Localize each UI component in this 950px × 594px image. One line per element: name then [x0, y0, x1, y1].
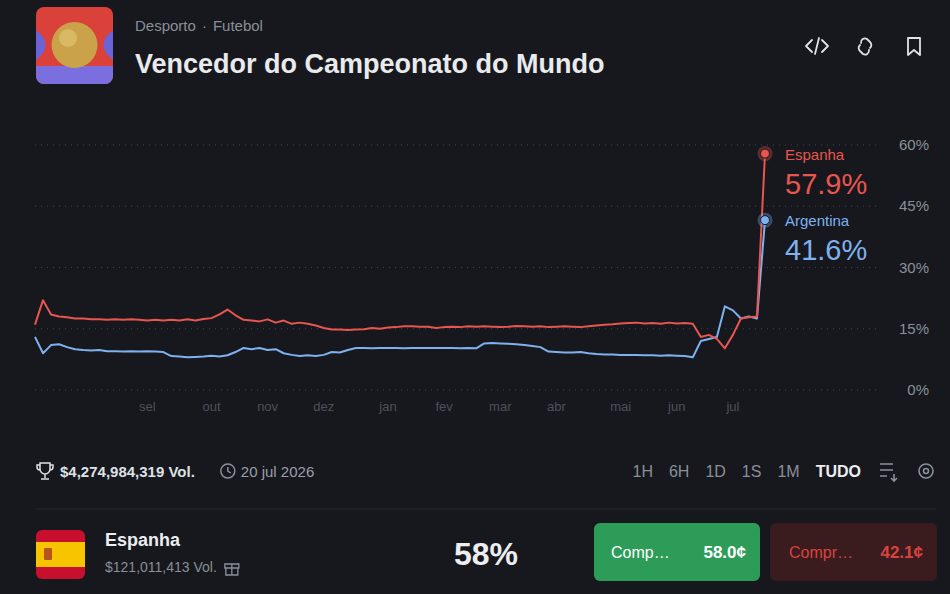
series-label: Espanha	[785, 146, 845, 163]
x-tick-label: jan	[378, 399, 396, 414]
y-tick-label: 30%	[899, 259, 929, 276]
settings-icon[interactable]	[919, 464, 933, 478]
sort-icon[interactable]	[880, 464, 897, 481]
market-icon	[36, 7, 113, 84]
outcome-name: Espanha	[105, 530, 181, 550]
y-tick-label: 15%	[899, 320, 929, 337]
end-dot-halo	[758, 146, 773, 161]
grid-line	[35, 206, 880, 207]
x-tick-label: mai	[610, 399, 631, 414]
chart: 0% 15% 30% 45% 60% sel out nov dez jan fev mar abr ma…	[35, 136, 929, 414]
divider	[36, 509, 936, 510]
end-labels: Espanha 57.9% Argentina 41.6%	[785, 146, 867, 267]
x-tick-label: jun	[667, 399, 685, 414]
buy-yes-button[interactable]	[594, 523, 760, 581]
buy-no-button[interactable]	[770, 523, 937, 581]
range-button[interactable]: 6H	[669, 463, 689, 480]
header-actions	[806, 38, 920, 55]
range-button[interactable]: 1S	[742, 463, 762, 480]
outcome-chance: 58%	[454, 536, 518, 572]
series-line	[35, 220, 765, 357]
outcome-volume: $121,011,413 Vol.	[105, 559, 217, 575]
clock-hands	[228, 467, 231, 473]
range-button[interactable]: 1H	[633, 463, 653, 480]
end-date: 20 jul 2026	[241, 463, 314, 480]
x-tick-label: mar	[489, 399, 512, 414]
flag-arms	[44, 548, 52, 560]
x-tick-label: nov	[257, 399, 278, 414]
chart-settings	[880, 464, 933, 481]
buy-yes-price: 58.0¢	[703, 543, 746, 562]
link-icon[interactable]	[859, 38, 872, 54]
embed-icon[interactable]	[806, 38, 828, 54]
icon-art	[36, 7, 113, 84]
x-tick-label: jul	[725, 399, 739, 414]
settings-icon-center	[924, 469, 929, 474]
end-dot	[761, 149, 770, 158]
x-tick-label: out	[202, 399, 220, 414]
flag-icon	[36, 530, 85, 579]
buy-yes-label: Comp…	[611, 544, 670, 561]
range-button[interactable]: 1M	[777, 463, 799, 480]
range-button[interactable]: TUDO	[816, 463, 861, 480]
x-tick-label: dez	[313, 399, 334, 414]
gift-icon	[225, 564, 239, 575]
bookmark-icon[interactable]	[908, 38, 920, 55]
icon-bg	[36, 7, 113, 84]
end-dot	[761, 216, 770, 225]
footer: $4,274,984,319 Vol. 20 jul 2026 TUDO 1M 1S 1D…	[37, 463, 933, 481]
x-tick-label: abr	[547, 399, 566, 414]
y-tick-label: 60%	[899, 136, 929, 153]
icon-shape	[36, 66, 113, 84]
grid-line	[35, 267, 880, 268]
data-label: 41.6%	[785, 234, 867, 266]
subcategory: Futebol	[213, 17, 263, 34]
y-tick-label: 45%	[899, 197, 929, 214]
buy-no-price: 42.1¢	[880, 543, 923, 562]
y-tick-label: 0%	[907, 381, 929, 398]
separator: ·	[202, 17, 207, 34]
page: Desporto · Futebol Vencedor do Campeonato d…	[0, 0, 950, 594]
series-line	[35, 154, 765, 349]
title: Vencedor do Campeonato do Mundo	[135, 49, 605, 79]
range-button[interactable]: 1D	[705, 463, 725, 480]
x-tick-label: sel	[139, 399, 156, 414]
grid-line	[35, 390, 880, 391]
flag-red	[36, 530, 85, 579]
volume: $4,274,984,319 Vol.	[60, 463, 195, 480]
x-tick-label: fev	[435, 399, 453, 414]
grid-line	[35, 145, 880, 146]
category: Desporto	[135, 17, 196, 34]
plot-marks	[35, 146, 773, 357]
buy-no-label: Compr…	[789, 544, 853, 561]
grid-line	[35, 328, 880, 329]
outcome-row: Espanha $121,011,413 Vol. 58% Comp… 58.0¢ Com…	[36, 523, 937, 581]
data-label: 57.9%	[785, 168, 867, 200]
series-label: Argentina	[785, 212, 850, 229]
clock-icon	[221, 464, 235, 478]
trophy-icon	[37, 463, 53, 479]
end-dot-halo	[758, 213, 773, 228]
icon-ball	[52, 22, 98, 68]
background	[0, 0, 950, 594]
icon-ball-shine	[59, 29, 77, 47]
flag-yellow	[36, 542, 85, 567]
